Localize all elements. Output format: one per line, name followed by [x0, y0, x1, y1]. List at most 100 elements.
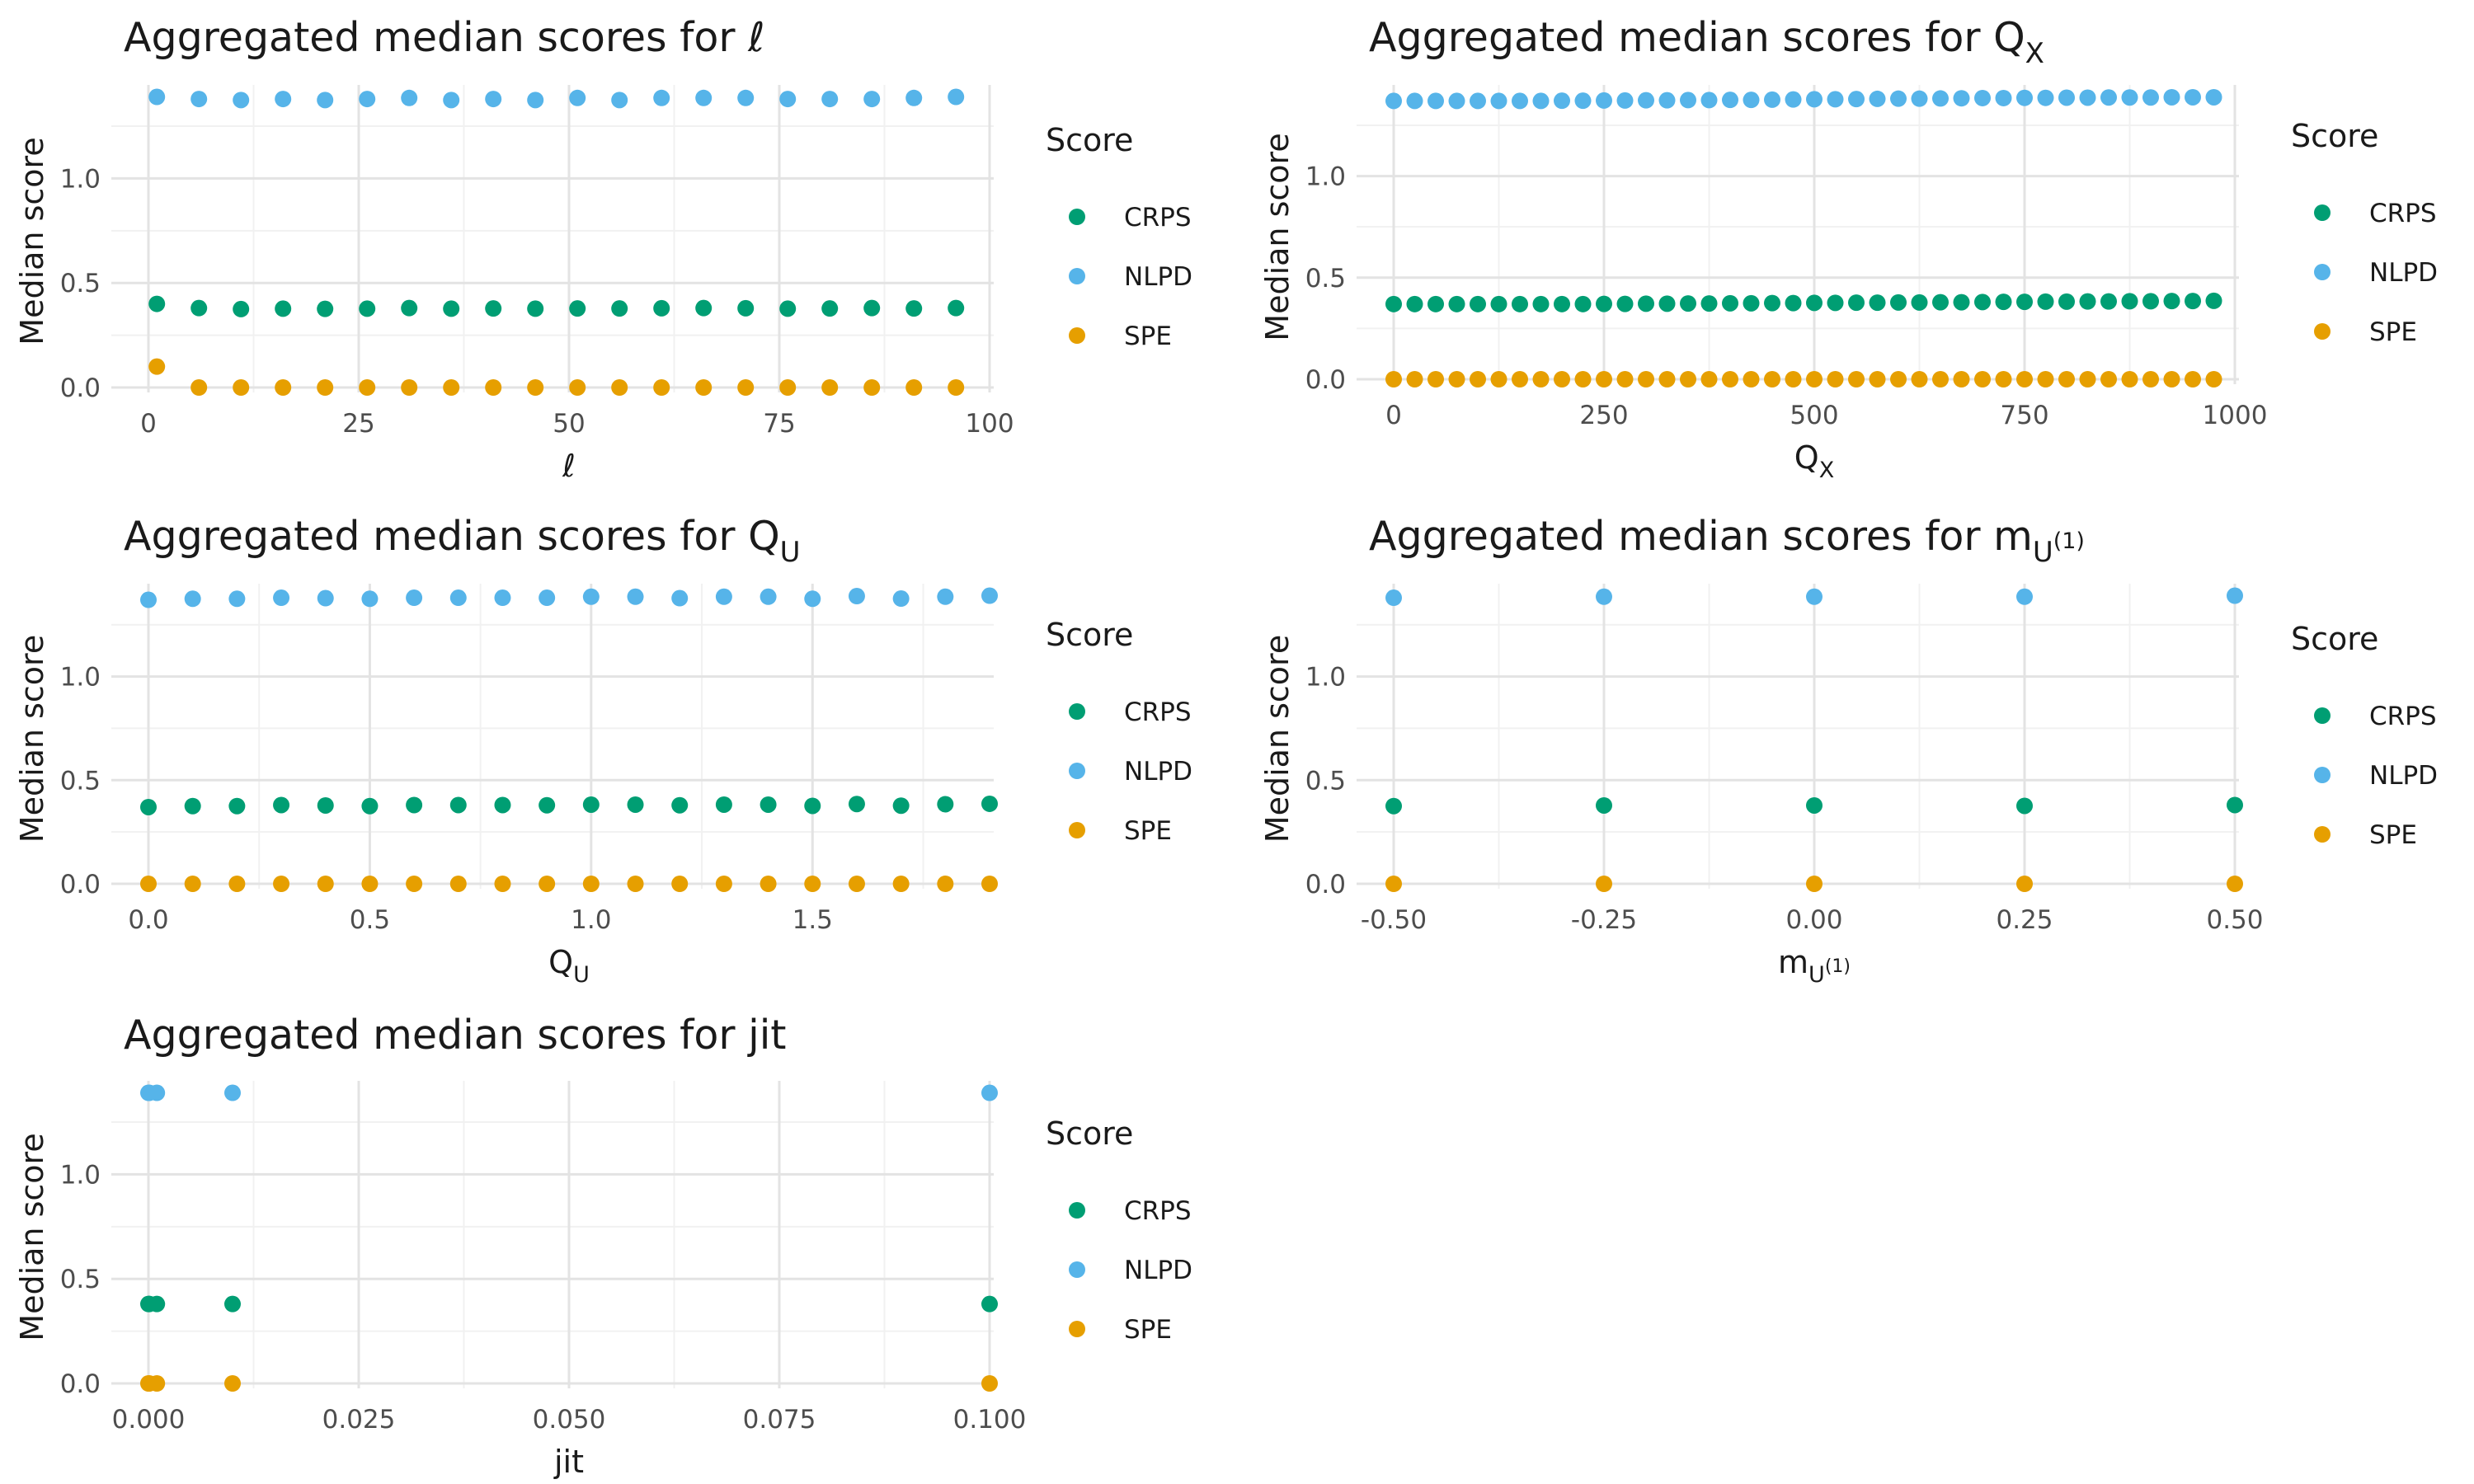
data-point-nlpd — [148, 1084, 166, 1101]
x-tick-label: 0.100 — [953, 1405, 1027, 1435]
data-point-nlpd — [1680, 92, 1696, 109]
data-point-spe — [981, 1375, 998, 1392]
legend-key-nlpd — [1069, 763, 1085, 779]
data-point-nlpd — [1932, 90, 1949, 107]
data-point-nlpd — [1743, 92, 1760, 109]
series-crps — [140, 795, 998, 815]
gridlines — [1357, 85, 2239, 384]
data-point-spe — [1385, 371, 1402, 387]
data-point-crps — [148, 1295, 166, 1313]
x-tick-label: 750 — [2000, 401, 2048, 430]
x-axis-label-text: jit — [553, 1444, 584, 1480]
legend-key-crps — [2314, 204, 2331, 221]
data-point-crps — [1890, 294, 1907, 311]
legend-key-spe — [2314, 323, 2331, 340]
symbol-main: Q — [1794, 439, 1819, 476]
y-axis-label: Median score — [14, 1133, 50, 1341]
data-point-spe — [1764, 371, 1780, 387]
data-point-crps — [1700, 295, 1718, 312]
symbol-main: ℓ — [562, 448, 576, 484]
data-point-nlpd — [275, 91, 292, 108]
data-point-nlpd — [1470, 92, 1486, 110]
legend-key-nlpd — [1069, 1261, 1085, 1278]
symbol-subscript: U — [573, 962, 590, 988]
data-point-nlpd — [1869, 90, 1886, 107]
legend: Score CRPS NLPD SPE — [1046, 617, 1192, 846]
data-point-crps — [233, 300, 250, 317]
data-point-spe — [1743, 371, 1760, 387]
data-point-spe — [1785, 371, 1802, 387]
data-point-crps — [1596, 796, 1612, 814]
data-point-crps — [653, 299, 670, 317]
data-point-crps — [539, 796, 556, 814]
data-point-spe — [1490, 371, 1507, 387]
data-point-crps — [892, 797, 910, 815]
data-point-spe — [695, 379, 713, 396]
data-point-nlpd — [2185, 88, 2201, 106]
legend-label-nlpd: NLPD — [2369, 761, 2438, 791]
chart-panel-5: 0.000 0.025 0.050 0.075 0.100 0.0 0.5 1.0 Aggreg… — [14, 1012, 1192, 1480]
legend-label-spe: SPE — [2369, 317, 2417, 347]
data-point-spe — [1574, 371, 1592, 387]
symbol-main: ℓ — [747, 14, 764, 61]
data-point-spe — [2037, 371, 2054, 387]
data-point-spe — [1995, 371, 2012, 387]
data-point-spe — [2100, 371, 2117, 387]
data-point-nlpd — [653, 89, 670, 106]
data-point-spe — [1680, 371, 1696, 387]
data-point-crps — [737, 299, 755, 317]
data-point-crps — [443, 300, 460, 317]
data-point-spe — [821, 379, 839, 396]
data-point-nlpd — [569, 89, 586, 106]
data-point-crps — [317, 300, 334, 317]
data-point-nlpd — [1574, 92, 1592, 110]
symbol-superscript: (1) — [1825, 956, 1851, 977]
data-point-crps — [2142, 293, 2159, 310]
data-point-spe — [863, 379, 881, 396]
data-point-spe — [2079, 371, 2096, 387]
data-point-crps — [1932, 294, 1949, 311]
data-point-crps — [1869, 294, 1886, 312]
legend-label-nlpd: NLPD — [1124, 757, 1192, 787]
data-point-crps — [275, 300, 292, 317]
chart-panel-2: 0 250 500 750 1000 0.0 0.5 1.0 Aggregated median… — [1259, 14, 2438, 483]
data-point-nlpd — [359, 91, 376, 108]
chart-panel-4: -0.50 -0.25 0.00 0.25 0.50 0.0 0.5 1.0 Aggregate… — [1259, 513, 2438, 988]
data-point-crps — [627, 796, 644, 813]
y-axis-label: Median score — [14, 635, 50, 843]
data-point-crps — [695, 299, 713, 317]
data-point-nlpd — [273, 589, 290, 607]
data-point-crps — [317, 796, 334, 814]
data-point-nlpd — [2016, 588, 2033, 605]
x-axis-label: mU(1) — [1778, 944, 1851, 988]
data-point-spe — [148, 358, 166, 375]
data-point-spe — [1848, 371, 1865, 387]
data-point-crps — [582, 796, 600, 813]
data-point-nlpd — [760, 588, 777, 605]
data-point-spe — [937, 876, 954, 892]
data-point-crps — [228, 797, 246, 815]
data-point-nlpd — [981, 1084, 998, 1101]
data-point-spe — [1385, 876, 1402, 892]
data-point-crps — [2016, 294, 2033, 311]
data-point-nlpd — [406, 589, 423, 607]
data-point-crps — [611, 300, 628, 317]
data-point-nlpd — [737, 89, 755, 106]
data-point-crps — [449, 796, 467, 814]
data-point-crps — [1385, 295, 1402, 312]
data-point-crps — [1806, 796, 1823, 814]
data-point-crps — [1995, 294, 2012, 311]
data-point-nlpd — [1616, 92, 1634, 109]
y-tick-label: 1.0 — [1305, 663, 1346, 693]
series-spe — [140, 876, 998, 892]
chart-panel-3: 0.0 0.5 1.0 1.5 0.0 0.5 1.0 Aggregated median s… — [14, 513, 1192, 988]
data-point-nlpd — [1911, 90, 1928, 107]
data-point-nlpd — [1764, 91, 1780, 108]
data-point-spe — [611, 379, 628, 396]
data-point-crps — [1385, 797, 1402, 815]
data-point-nlpd — [948, 88, 965, 106]
data-point-nlpd — [863, 91, 881, 108]
legend-key-crps — [1069, 703, 1085, 720]
chart-title: Aggregated median scores for ℓ — [124, 14, 764, 61]
data-point-nlpd — [2205, 88, 2222, 106]
